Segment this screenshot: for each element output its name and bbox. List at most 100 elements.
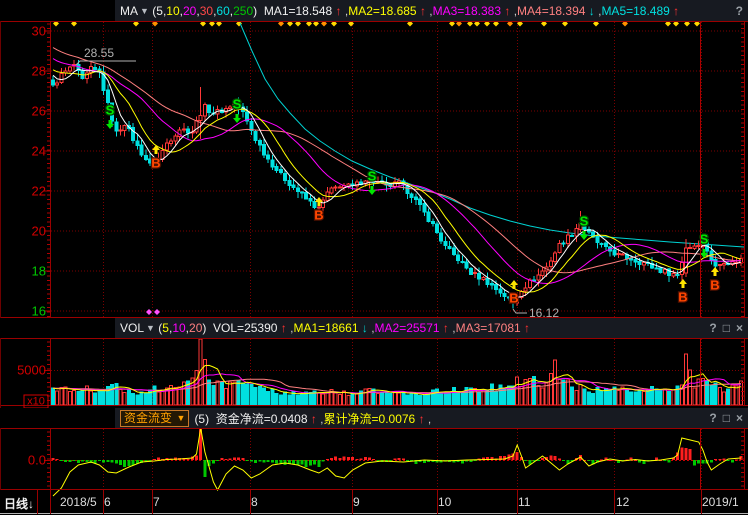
legend-text: ) xyxy=(253,3,264,18)
svg-text:16: 16 xyxy=(32,304,46,319)
legend-text: , xyxy=(424,411,432,426)
window-bottom-border xyxy=(0,513,748,514)
svg-text:S: S xyxy=(368,169,377,184)
moneyflow-selector-button[interactable]: 资金流变 ▼ xyxy=(120,409,190,427)
indicator-title: VOL xyxy=(120,321,145,335)
svg-text:S: S xyxy=(233,97,242,112)
help-icon[interactable]: ? xyxy=(709,321,717,335)
svg-text:28: 28 xyxy=(32,64,46,79)
legend-text: , xyxy=(168,321,173,335)
date-label: 2018/5 xyxy=(60,495,97,509)
indicator-param: (5) xyxy=(194,411,216,426)
trade-signal-markers: S S S S S B B B B B xyxy=(104,95,721,307)
main-candlestick-chart[interactable]: 28.55 16.12 S S S S S B B B B B 30 28 26 24 22 20 18 16 xyxy=(0,21,748,318)
legend-text: , xyxy=(229,3,234,18)
svg-text:30: 30 xyxy=(32,24,46,39)
moneyflow-chart[interactable]: 0.0 xyxy=(0,428,748,497)
up-arrow-icon: ↑ xyxy=(416,3,426,18)
moneyflow-frame: 0.0 xyxy=(0,428,748,490)
svg-text:S: S xyxy=(580,214,589,229)
header-left-spacer xyxy=(0,0,115,21)
up-arrow-icon: ↑ xyxy=(415,411,425,426)
legend-text: , xyxy=(316,411,324,426)
axis-tick xyxy=(250,490,251,514)
indicator-param: 60 xyxy=(216,3,230,18)
legend-text: , xyxy=(162,3,167,18)
close-icon[interactable]: × xyxy=(735,411,743,425)
date-axis: 日线↓ 2018/5 6 7 8 9 10 11 12 2019/1 xyxy=(0,490,748,515)
legend-text: , xyxy=(185,321,190,335)
ma10-line xyxy=(52,69,742,293)
vol-ma5-line xyxy=(52,364,742,396)
indicator-value: VOL=25390 xyxy=(213,321,278,335)
indicator-param: 30 xyxy=(199,3,214,18)
svg-text:S: S xyxy=(106,103,115,118)
close-icon[interactable]: × xyxy=(735,321,743,335)
svg-text:16.12: 16.12 xyxy=(529,306,559,318)
up-arrow-icon: ↑ xyxy=(669,3,680,18)
legend-text: ) xyxy=(202,321,214,335)
up-arrow-icon: ↑ xyxy=(520,321,531,335)
legend-text: , xyxy=(367,321,375,335)
indicator-value: 累计净流=0.0076 xyxy=(323,411,416,426)
svg-text:x10: x10 xyxy=(27,396,45,408)
down-arrow-icon: ↓ xyxy=(358,321,368,335)
moneyflow-indicator-header: 资金流变 ▼ (5) 资金净流=0.0408 ↑ ,累计净流=0.0076 ↑ … xyxy=(0,408,748,428)
up-arrow-icon: ↑ xyxy=(439,321,449,335)
chevron-down-icon: ▼ xyxy=(174,412,186,423)
svg-text:28.55: 28.55 xyxy=(84,46,114,60)
down-arrow-icon: ↓ xyxy=(28,497,35,511)
indicator-value: MA5=18.489 xyxy=(601,3,670,18)
volume-indicator-header: VOL ▼ (5, 10, 20) VOL=25390 ↑ , MA1=18661 ↓ … xyxy=(0,318,748,338)
svg-text:0.0: 0.0 xyxy=(28,453,46,468)
date-label: 6 xyxy=(104,495,111,509)
indicator-value: MA4=18.394 xyxy=(517,3,586,18)
down-arrow-icon: ↓ xyxy=(585,3,595,18)
indicator-value: MA2=25571 xyxy=(374,321,440,335)
indicator-title: MA xyxy=(120,3,138,18)
volume-chart[interactable]: 5000 x10 xyxy=(0,338,748,408)
help-icon[interactable]: ? xyxy=(735,3,743,18)
axis-tick xyxy=(152,490,153,514)
help-icon[interactable]: ? xyxy=(709,411,717,425)
main-grid xyxy=(51,22,744,317)
periodicity-control[interactable]: 日线↓ xyxy=(4,497,35,511)
ma20-line xyxy=(52,58,741,285)
volume-frame: 5000 x10 xyxy=(0,338,748,408)
indicator-value: MA3=18.383 xyxy=(432,3,502,18)
chevron-down-icon[interactable]: ▼ xyxy=(140,5,149,16)
chevron-down-icon[interactable]: ▼ xyxy=(146,323,155,333)
volume-legend: VOL ▼ (5, 10, 20) VOL=25390 ↑ , MA1=18661 ↓ … xyxy=(115,321,748,335)
cumulative-flow-line xyxy=(52,428,741,497)
indicator-param: 20 xyxy=(189,321,203,335)
legend-text: , xyxy=(196,3,200,18)
legend-text: ( xyxy=(148,3,157,18)
legend-text: , xyxy=(213,3,217,18)
svg-text:5000: 5000 xyxy=(17,363,46,378)
date-label: 7 xyxy=(153,495,160,509)
legend-text: , xyxy=(179,3,183,18)
axis-tick xyxy=(517,490,518,514)
date-label: 12 xyxy=(616,495,630,509)
price-annotations: 28.55 16.12 xyxy=(75,46,559,318)
moneyflow-bars xyxy=(51,428,743,477)
indicator-param: 5 xyxy=(162,321,169,335)
header-left-spacer xyxy=(0,318,115,338)
header-left-spacer xyxy=(0,408,115,428)
svg-text:S: S xyxy=(700,232,709,247)
svg-text:18: 18 xyxy=(32,264,46,279)
maximize-icon[interactable]: □ xyxy=(722,321,730,335)
main-frame: 30 28 26 24 22 20 18 16 xyxy=(0,21,748,318)
up-arrow-icon: ↑ xyxy=(332,3,342,18)
indicator-value: MA1=18661 xyxy=(293,321,359,335)
indicator-param: 10 xyxy=(166,3,180,18)
ma5-line xyxy=(52,68,741,298)
indicator-param: 20 xyxy=(183,3,197,18)
maximize-icon[interactable]: □ xyxy=(722,411,730,425)
event-diamond-icons xyxy=(53,21,700,315)
ma60-line xyxy=(239,22,745,248)
legend-text: , xyxy=(425,3,433,18)
svg-text:26: 26 xyxy=(32,104,46,119)
indicator-param: 10 xyxy=(172,321,186,335)
